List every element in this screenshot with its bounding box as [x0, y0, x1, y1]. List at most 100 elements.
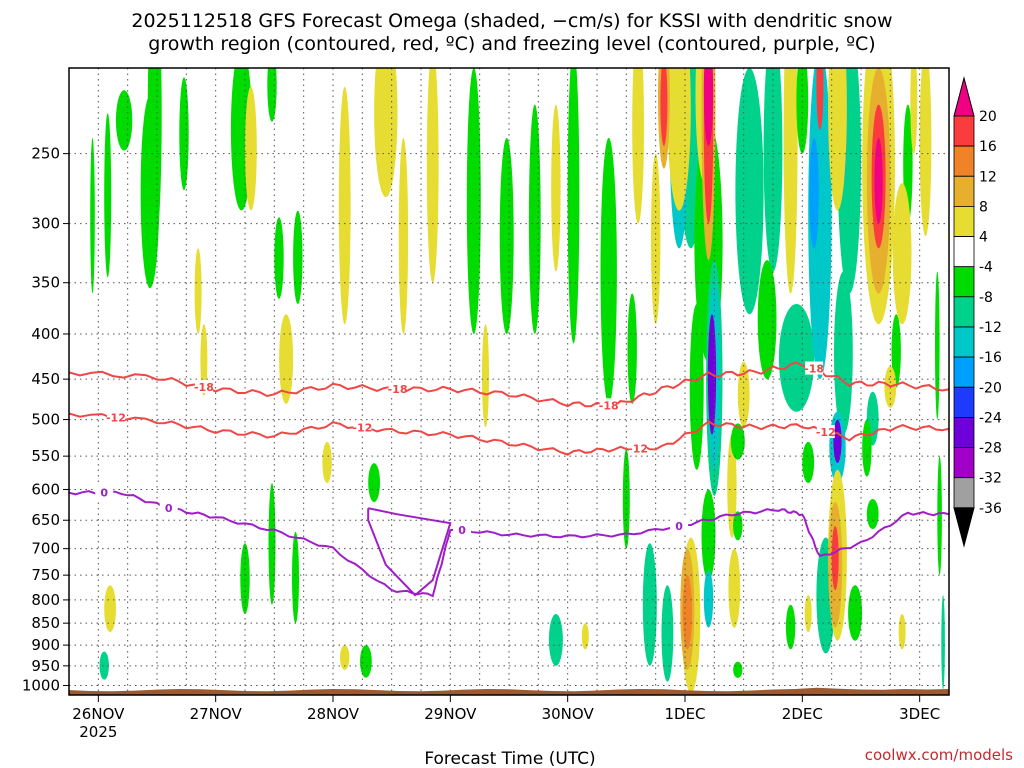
dgz-contour--12-label-bg-3 [816, 425, 835, 439]
omega-blob-27 [622, 449, 630, 549]
omega-blob-52 [703, 570, 714, 628]
y-tick-label-550: 550 [31, 447, 60, 465]
dgz-contour--18-label-3: -18 [804, 363, 824, 376]
omega-blob-77 [937, 456, 942, 576]
omega-blob-31 [338, 86, 351, 325]
colorbar-segment-12 [953, 477, 975, 509]
freezing-contour-label-bg-3 [670, 518, 689, 532]
omega-blob-7 [274, 217, 284, 299]
colorbar-segment-4 [953, 236, 975, 268]
omega-blob-82 [785, 604, 796, 650]
omega-blob-100 [874, 138, 883, 224]
y-tick-label-350: 350 [31, 274, 60, 292]
y-tick-label-900: 900 [31, 636, 60, 654]
plot-frame [68, 67, 950, 696]
credit-text: coolwx.com/models [865, 746, 1013, 764]
x-tick-sublabel-0: 2025 [79, 723, 117, 741]
omega-blob-59 [763, 68, 783, 272]
omega-blob-76 [935, 271, 940, 420]
y-tick-label-700: 700 [31, 540, 60, 558]
omega-blob-69 [802, 441, 815, 484]
omega-blob-101 [892, 183, 912, 325]
dgz-contour--18-label-bg-2 [599, 398, 618, 412]
freezing-contour-label-bg-0 [95, 485, 114, 499]
omega-blob-12 [268, 483, 276, 605]
grid-lines [69, 68, 949, 695]
colorbar-label-7: -12 [979, 320, 1002, 336]
omega-blob-83 [866, 499, 879, 529]
omega-blob-107 [898, 614, 906, 650]
y-tick-label-300: 300 [31, 215, 60, 233]
dgz-contour--18-label-bg-0 [194, 379, 213, 393]
omega-blob-9 [104, 113, 112, 278]
omega-blob-17 [360, 645, 372, 678]
omega-blob-51 [701, 489, 716, 581]
omega-blob-29 [200, 324, 208, 396]
freezing-contour-main [69, 490, 949, 598]
omega-blob-68 [833, 419, 842, 463]
colorbar-segment-0 [953, 115, 975, 147]
colorbar-segment-6 [953, 296, 975, 328]
omega-blob-16 [368, 463, 380, 503]
dgz-contour--12-label-2: -12 [628, 442, 648, 455]
omega-blob-22 [600, 137, 617, 404]
omega-blob-86 [682, 575, 692, 650]
colorbar-segment-5 [953, 266, 975, 298]
freezing-contour-label-bg-1 [159, 501, 178, 515]
x-axis-label: Forecast Time (UTC) [424, 749, 595, 768]
x-tick-label-4: 30NOV [542, 705, 595, 723]
dgz-contour--12-label-0: -12 [106, 412, 126, 425]
y-axis-ticks: 250 300 350 400 450 500 550 600 650 700 750 800 850 9… [22, 145, 69, 695]
colorbar-label-10: -24 [979, 410, 1002, 426]
omega-blob-30 [245, 86, 257, 211]
y-tick-label-950: 950 [31, 657, 60, 675]
plot-area: -18 -18 -18 -18 -12 -12 -12 -12 0 0 0 0 [68, 67, 950, 696]
omega-blob-53 [727, 434, 737, 538]
omega-blob-103 [910, 68, 918, 154]
omega-blob-11 [240, 543, 250, 614]
y-tick-label-500: 500 [31, 411, 60, 429]
y-tick-label-450: 450 [31, 370, 60, 388]
omega-blob-6 [267, 68, 277, 122]
y-tick-label-1000: 1000 [22, 677, 60, 695]
x-tick-label-1: 27NOV [190, 705, 243, 723]
y-tick-label-250: 250 [31, 145, 60, 163]
omega-blob-106 [831, 526, 839, 591]
omega-blob-60 [757, 260, 777, 380]
colorbar-segment-9 [953, 386, 975, 418]
omega-blob-14 [99, 651, 109, 680]
colorbar-label-8: -16 [979, 350, 1002, 366]
x-tick-label-6: 2DEC [782, 705, 823, 723]
y-tick-label-750: 750 [31, 566, 60, 584]
chart-title-line2: growth region (contoured, red, ºC) and f… [148, 33, 875, 55]
y-tick-label-850: 850 [31, 614, 60, 632]
terrain-fill [69, 687, 949, 695]
omega-blob-15 [90, 137, 95, 294]
dgz-contour--18-label-bg-1 [388, 382, 407, 396]
omega-blob-54 [737, 361, 750, 428]
omega-blob-74 [796, 68, 809, 154]
dgz-contour--12-label-bg-0 [106, 410, 125, 424]
ground-terrain [69, 687, 949, 695]
omega-blob-34 [426, 68, 439, 283]
y-tick-label-650: 650 [31, 511, 60, 529]
omega-blob-23 [627, 293, 637, 404]
colorbar-segment-11 [953, 447, 975, 479]
freezing-contour-loop [367, 507, 452, 597]
colorbar-bottom-triangle [953, 507, 975, 548]
omega-blob-39 [104, 585, 116, 633]
omega-blob-4 [140, 95, 160, 289]
omega-blob-102 [919, 68, 932, 237]
colorbar-label-11: -28 [979, 441, 1002, 457]
colorbar: 20 16 12 8 4 -4 -8 -12 -16 -20 -24 -28 -32 -36 [953, 76, 1002, 548]
x-tick-label-5: 1DEC [664, 705, 705, 723]
omega-blob-81 [848, 585, 863, 641]
omega-blob-8 [293, 210, 303, 304]
colorbar-label-6: -8 [979, 290, 993, 306]
omega-blob-40 [322, 441, 332, 484]
omega-blob-10 [279, 314, 294, 404]
omega-blob-20 [528, 104, 541, 334]
freezing-contour-label-0: 0 [100, 487, 108, 500]
omega-blob-26 [548, 614, 563, 666]
